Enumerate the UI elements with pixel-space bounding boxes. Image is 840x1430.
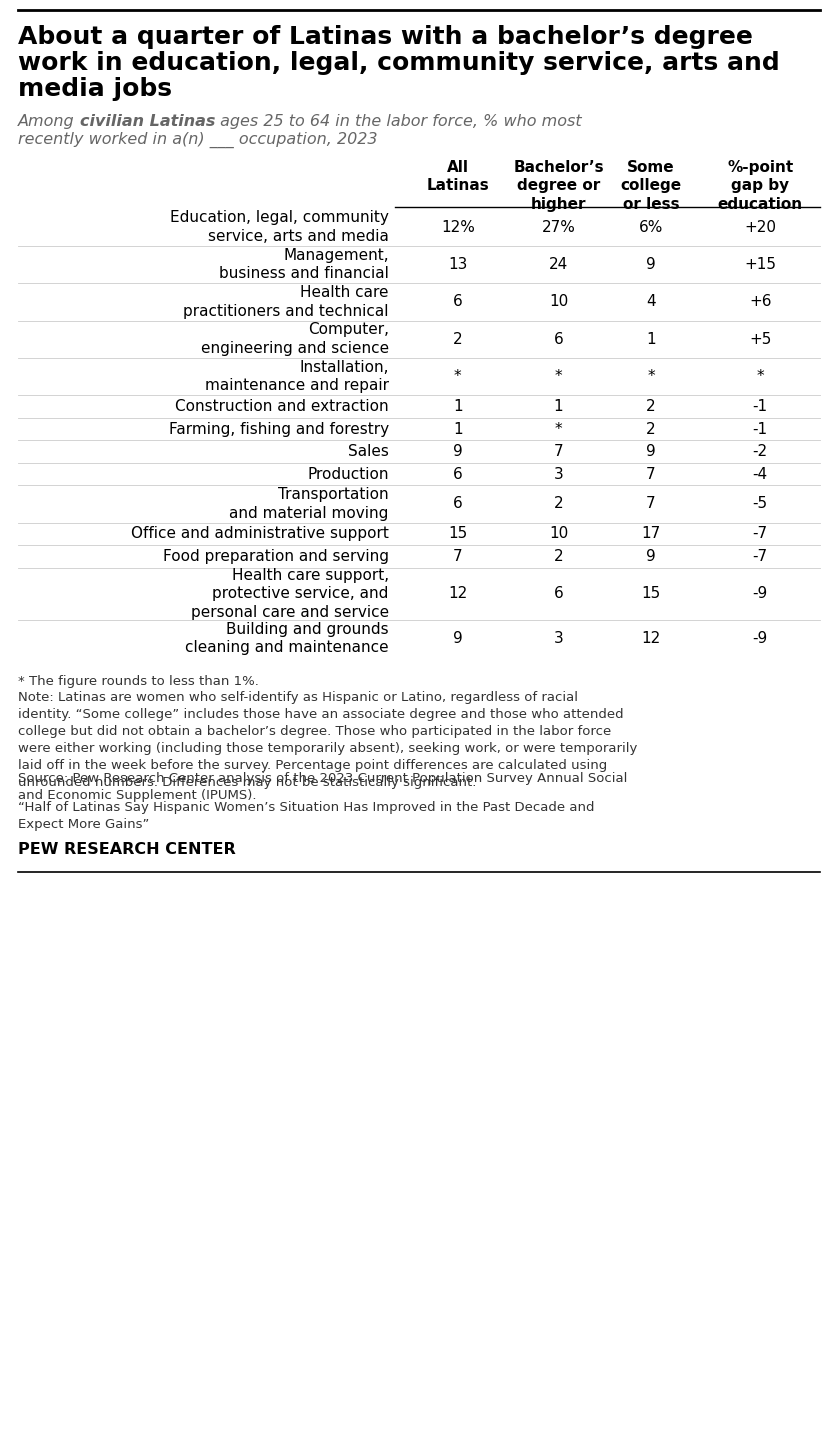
Text: 7: 7	[646, 496, 656, 512]
Text: Farming, fishing and forestry: Farming, fishing and forestry	[169, 422, 389, 436]
Text: 9: 9	[646, 445, 656, 459]
Text: 13: 13	[448, 257, 468, 272]
Text: 9: 9	[646, 257, 656, 272]
Text: “Half of Latinas Say Hispanic Women’s Situation Has Improved in the Past Decade : “Half of Latinas Say Hispanic Women’s Si…	[18, 801, 595, 831]
Text: 12: 12	[449, 586, 467, 601]
Text: %-point
gap by
education: %-point gap by education	[717, 160, 803, 212]
Text: *: *	[454, 369, 462, 385]
Text: +6: +6	[749, 295, 771, 309]
Text: recently worked in a(n) ___ occupation, 2023: recently worked in a(n) ___ occupation, …	[18, 132, 377, 149]
Text: 15: 15	[449, 526, 467, 542]
Text: *: *	[554, 422, 563, 436]
Text: -2: -2	[753, 445, 768, 459]
Text: Some
college
or less: Some college or less	[621, 160, 681, 212]
Text: 9: 9	[453, 631, 463, 646]
Text: -5: -5	[753, 496, 768, 512]
Text: 6: 6	[554, 586, 564, 601]
Text: 27%: 27%	[542, 220, 575, 235]
Text: 6: 6	[554, 332, 564, 347]
Text: ages 25 to 64 in the labor force, % who most: ages 25 to 64 in the labor force, % who …	[215, 114, 582, 129]
Text: 2: 2	[646, 422, 656, 436]
Text: *: *	[647, 369, 655, 385]
Text: Education, legal, community
service, arts and media: Education, legal, community service, art…	[170, 210, 389, 245]
Text: Source: Pew Research Center analysis of the 2023 Current Population Survey Annua: Source: Pew Research Center analysis of …	[18, 772, 627, 802]
Text: 9: 9	[453, 445, 463, 459]
Text: 6: 6	[453, 295, 463, 309]
Text: 2: 2	[453, 332, 463, 347]
Text: 7: 7	[453, 549, 463, 563]
Text: -1: -1	[753, 422, 768, 436]
Text: 7: 7	[554, 445, 564, 459]
Text: 2: 2	[554, 496, 564, 512]
Text: 1: 1	[646, 332, 656, 347]
Text: Management,
business and financial: Management, business and financial	[219, 247, 389, 282]
Text: -1: -1	[753, 399, 768, 415]
Text: Sales: Sales	[348, 445, 389, 459]
Text: 2: 2	[554, 549, 564, 563]
Text: *: *	[554, 369, 563, 385]
Text: -9: -9	[753, 586, 768, 601]
Text: About a quarter of Latinas with a bachelor’s degree: About a quarter of Latinas with a bachel…	[18, 24, 753, 49]
Text: civilian Latinas: civilian Latinas	[80, 114, 215, 129]
Text: 2: 2	[646, 399, 656, 415]
Text: Construction and extraction: Construction and extraction	[176, 399, 389, 415]
Text: 6: 6	[453, 466, 463, 482]
Text: 10: 10	[549, 295, 568, 309]
Text: All
Latinas: All Latinas	[427, 160, 489, 193]
Text: Food preparation and serving: Food preparation and serving	[163, 549, 389, 563]
Text: * The figure rounds to less than 1%.: * The figure rounds to less than 1%.	[18, 675, 259, 688]
Text: Transportation
and material moving: Transportation and material moving	[229, 488, 389, 521]
Text: 3: 3	[554, 631, 564, 646]
Text: 9: 9	[646, 549, 656, 563]
Text: Computer,
engineering and science: Computer, engineering and science	[201, 323, 389, 356]
Text: Health care support,
protective service, and
personal care and service: Health care support, protective service,…	[191, 568, 389, 619]
Text: 1: 1	[554, 399, 564, 415]
Text: 12: 12	[642, 631, 660, 646]
Text: Installation,
maintenance and repair: Installation, maintenance and repair	[205, 360, 389, 393]
Text: media jobs: media jobs	[18, 77, 172, 102]
Text: 7: 7	[646, 466, 656, 482]
Text: 15: 15	[642, 586, 660, 601]
Text: -7: -7	[753, 549, 768, 563]
Text: 4: 4	[646, 295, 656, 309]
Text: 6%: 6%	[638, 220, 664, 235]
Text: +5: +5	[749, 332, 771, 347]
Text: Building and grounds
cleaning and maintenance: Building and grounds cleaning and mainte…	[185, 622, 389, 655]
Text: work in education, legal, community service, arts and: work in education, legal, community serv…	[18, 51, 780, 76]
Text: 1: 1	[453, 422, 463, 436]
Text: Production: Production	[307, 466, 389, 482]
Text: -4: -4	[753, 466, 768, 482]
Text: PEW RESEARCH CENTER: PEW RESEARCH CENTER	[18, 841, 236, 857]
Text: 6: 6	[453, 496, 463, 512]
Text: Note: Latinas are women who self-identify as Hispanic or Latino, regardless of r: Note: Latinas are women who self-identif…	[18, 691, 638, 788]
Text: 10: 10	[549, 526, 568, 542]
Text: 17: 17	[642, 526, 660, 542]
Text: Health care
practitioners and technical: Health care practitioners and technical	[183, 285, 389, 319]
Text: Among: Among	[18, 114, 80, 129]
Text: 12%: 12%	[441, 220, 475, 235]
Text: +20: +20	[744, 220, 776, 235]
Text: *: *	[756, 369, 764, 385]
Text: -7: -7	[753, 526, 768, 542]
Text: 24: 24	[549, 257, 568, 272]
Text: +15: +15	[744, 257, 776, 272]
Text: Office and administrative support: Office and administrative support	[131, 526, 389, 542]
Text: 3: 3	[554, 466, 564, 482]
Text: Bachelor’s
degree or
higher: Bachelor’s degree or higher	[513, 160, 604, 212]
Text: -9: -9	[753, 631, 768, 646]
Text: 1: 1	[453, 399, 463, 415]
